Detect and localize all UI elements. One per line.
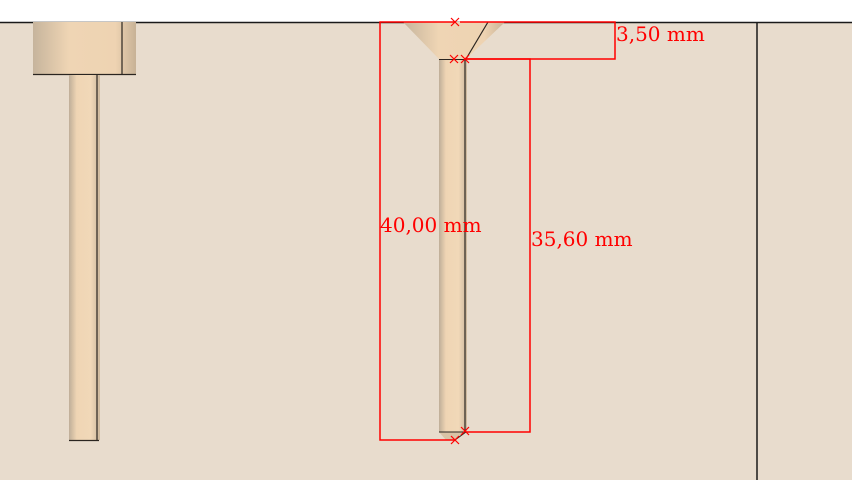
point-marker-head-bottom-left[interactable]: [449, 54, 459, 64]
center-screw-tip[interactable]: [439, 432, 466, 440]
dimension-shank-length-line: [466, 58, 531, 433]
point-marker-head-bottom-right[interactable]: [460, 54, 470, 64]
center-screw-shank[interactable]: [439, 59, 467, 432]
center-screw[interactable]: [403, 21, 505, 441]
dimension-total-length-line: [379, 21, 455, 441]
dimension-shank-length-label: 35,60 mm: [531, 227, 633, 251]
left-screw-head[interactable]: [33, 22, 136, 74]
dimension-head-height-label: 3,50 mm: [616, 22, 705, 46]
point-marker-shank-bottom[interactable]: [460, 426, 470, 436]
dimension-total-length-label: 40,00 mm: [380, 213, 482, 237]
dimension-shank-length[interactable]: 35,60 mm: [466, 58, 633, 433]
viewport-background: [0, 22, 852, 480]
left-screw-shank[interactable]: [69, 75, 100, 440]
left-screw[interactable]: [33, 22, 136, 442]
dimension-head-height[interactable]: 3,50 mm: [460, 21, 705, 60]
point-marker-tip[interactable]: [450, 435, 460, 445]
point-marker-head-top[interactable]: [450, 17, 460, 27]
dimension-head-height-line: [460, 21, 616, 60]
top-strip: [0, 0, 852, 22]
center-screw-countersunk-head[interactable]: [403, 22, 505, 59]
center-screw-head-edge: [465, 21, 489, 60]
dimension-total-length[interactable]: 40,00 mm: [379, 21, 482, 441]
